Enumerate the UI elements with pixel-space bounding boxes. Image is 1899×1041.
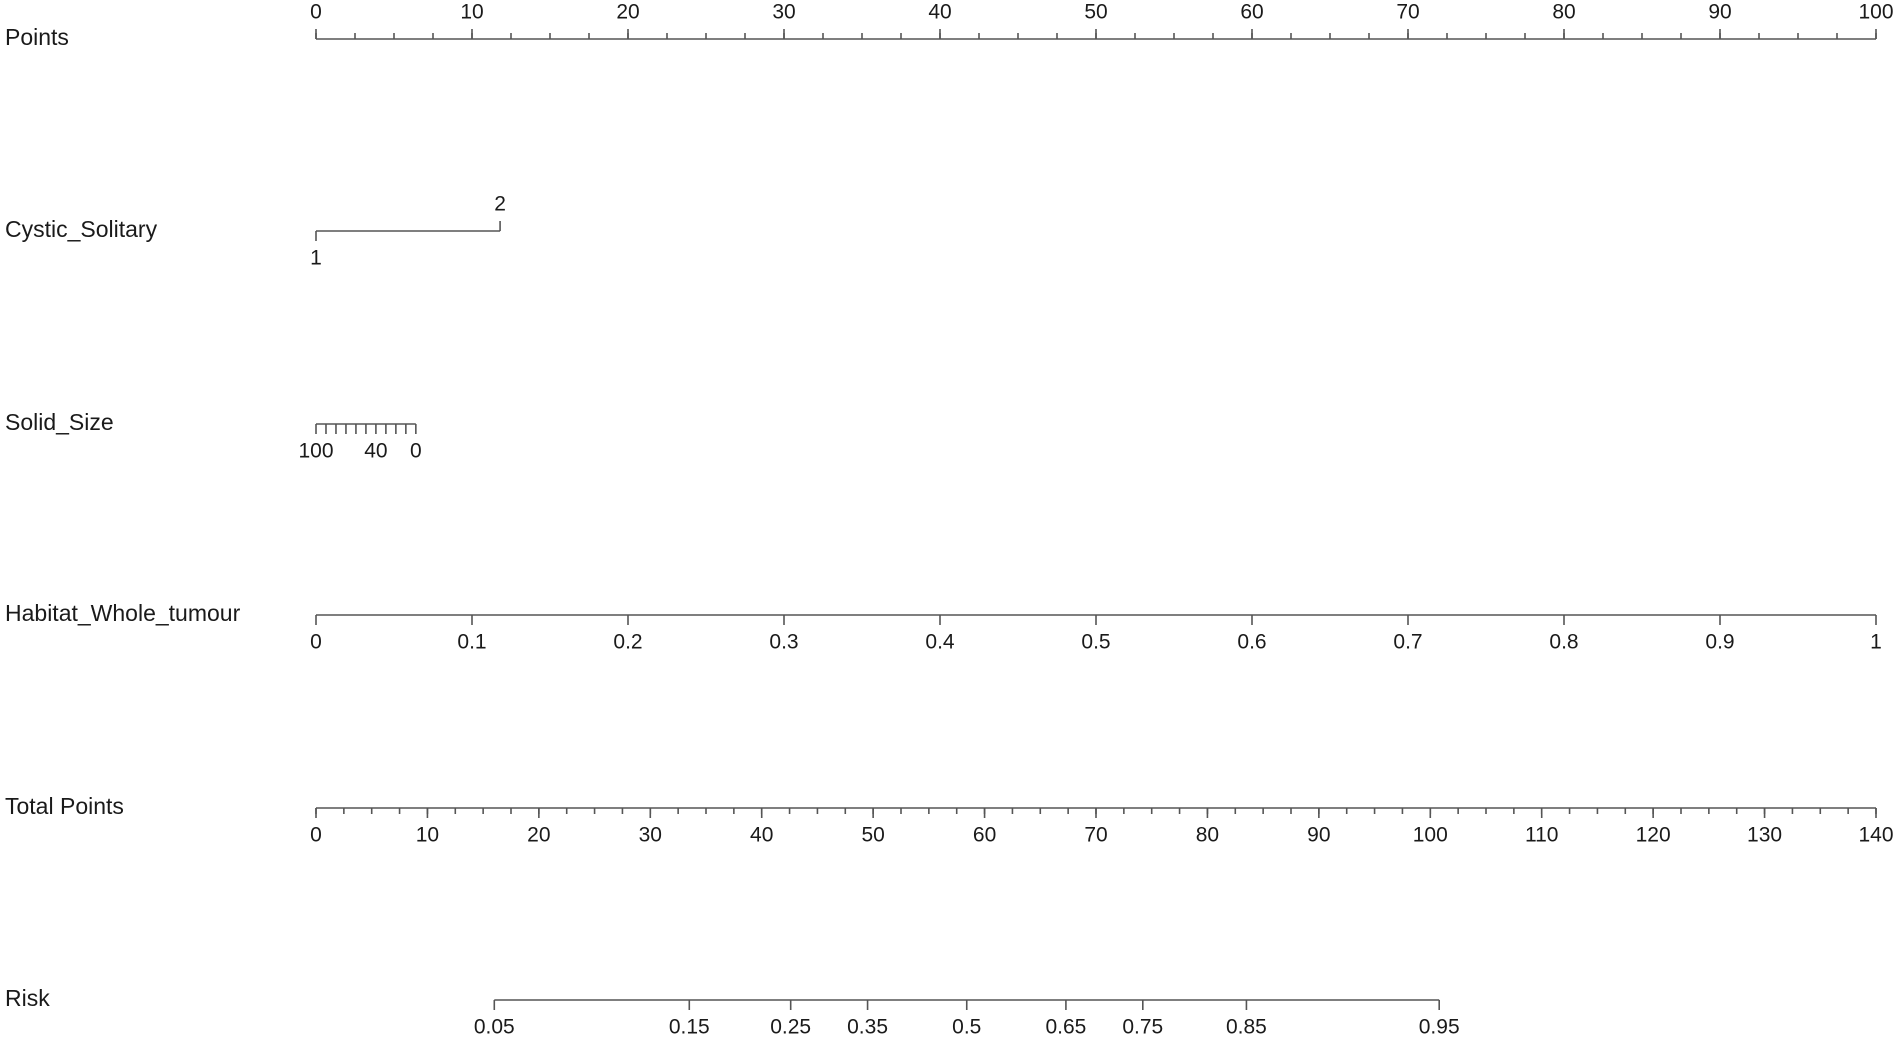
- tick-label: 20: [616, 1, 639, 24]
- tick-label: 0.05: [474, 1016, 515, 1039]
- tick-label: 0.25: [770, 1016, 811, 1039]
- tick-label: 0.7: [1393, 631, 1422, 654]
- tick-label: 0.95: [1419, 1016, 1460, 1039]
- tick-label: 40: [364, 440, 387, 463]
- tick-label: 120: [1636, 824, 1671, 847]
- tick-label: 0.4: [925, 631, 955, 654]
- tick-label: 0.6: [1237, 631, 1266, 654]
- tick-label: 0: [310, 1, 322, 24]
- tick-label: 70: [1084, 824, 1107, 847]
- tick-label: 10: [460, 1, 483, 24]
- row-label: Total Points: [5, 793, 124, 819]
- tick-label: 0: [310, 631, 322, 654]
- row-label: Cystic_Solitary: [5, 216, 158, 242]
- tick-label: 130: [1747, 824, 1782, 847]
- tick-label: 0.15: [669, 1016, 710, 1039]
- tick-label: 0.65: [1045, 1016, 1086, 1039]
- tick-label: 70: [1396, 1, 1419, 24]
- tick-label: 100: [1858, 1, 1893, 24]
- tick-label: 110: [1525, 824, 1558, 847]
- tick-label: 60: [973, 824, 996, 847]
- tick-label: 90: [1708, 1, 1731, 24]
- tick-label: 0: [410, 440, 422, 463]
- tick-label: 2: [494, 193, 506, 216]
- tick-label: 1: [310, 247, 322, 270]
- tick-label: 10: [416, 824, 439, 847]
- tick-label: 80: [1196, 824, 1219, 847]
- tick-label: 30: [639, 824, 662, 847]
- tick-label: 0.1: [457, 631, 486, 654]
- row-label: Points: [5, 24, 69, 50]
- tick-label: 0.9: [1705, 631, 1734, 654]
- tick-label: 1: [1870, 631, 1882, 654]
- tick-label: 0.75: [1122, 1016, 1163, 1039]
- tick-label: 90: [1307, 824, 1330, 847]
- tick-label: 40: [750, 824, 773, 847]
- tick-label: 50: [861, 824, 884, 847]
- tick-label: 20: [527, 824, 550, 847]
- row-label: Risk: [5, 985, 50, 1011]
- tick-label: 80: [1552, 1, 1575, 24]
- tick-label: 60: [1240, 1, 1263, 24]
- tick-label: 0.2: [613, 631, 642, 654]
- tick-label: 0.5: [952, 1016, 981, 1039]
- tick-label: 0: [310, 824, 322, 847]
- tick-label: 50: [1084, 1, 1107, 24]
- tick-label: 0.3: [769, 631, 798, 654]
- tick-label: 100: [1413, 824, 1448, 847]
- tick-label: 140: [1858, 824, 1893, 847]
- tick-label: 30: [772, 1, 795, 24]
- tick-label: 0.8: [1549, 631, 1578, 654]
- row-label: Habitat_Whole_tumour: [5, 600, 241, 626]
- tick-label: 0.5: [1081, 631, 1110, 654]
- row-label: Solid_Size: [5, 409, 114, 435]
- tick-label: 0.35: [847, 1016, 888, 1039]
- tick-label: 0.85: [1226, 1016, 1267, 1039]
- tick-label: 100: [298, 440, 333, 463]
- tick-label: 40: [928, 1, 951, 24]
